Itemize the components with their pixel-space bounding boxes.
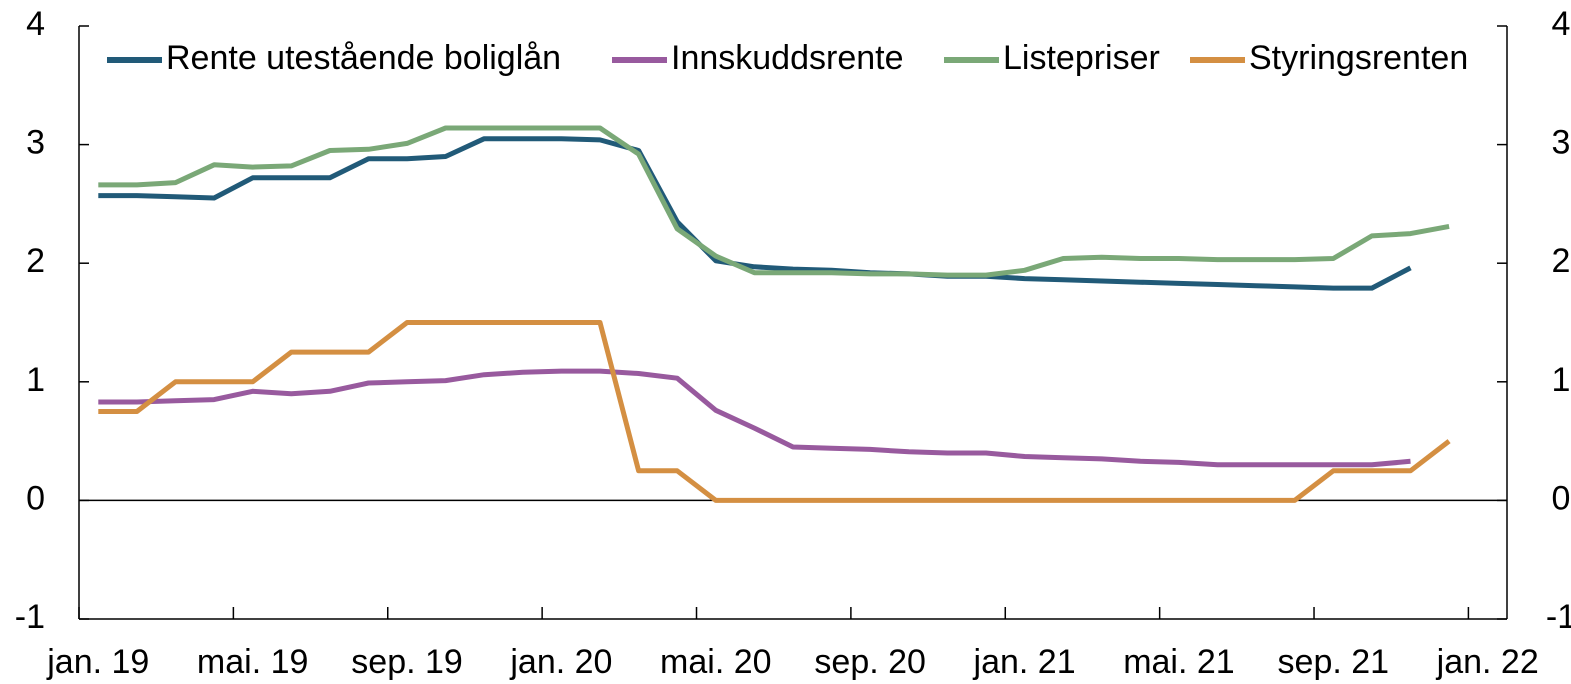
y2-tick-label: 1 <box>1552 361 1571 399</box>
series-line <box>98 368 1411 468</box>
y2-tick-label: -1 <box>1546 598 1571 636</box>
y2-tick-label: 3 <box>1552 124 1571 162</box>
legend-label: Listepriser <box>1003 39 1160 77</box>
legend-label: Innskuddsrente <box>671 39 904 77</box>
x-tick-label: jan. 20 <box>509 643 612 681</box>
y2-tick-label: 0 <box>1552 479 1571 517</box>
x-tick-label: mai. 21 <box>1123 643 1235 681</box>
legend-label: Rente utestående boliglån <box>166 39 561 77</box>
y2-tick-label: 4 <box>1552 5 1571 43</box>
x-tick-label: jan. 22 <box>1436 643 1539 681</box>
y-tick-label: -1 <box>15 598 45 636</box>
x-tick-label: jan. 21 <box>973 643 1076 681</box>
x-tick-label: sep. 19 <box>351 643 463 681</box>
y-tick-label: 0 <box>26 479 45 517</box>
x-tick-label: jan. 19 <box>46 643 149 681</box>
y-tick-label: 3 <box>26 124 45 162</box>
x-tick-label: sep. 21 <box>1278 643 1390 681</box>
y-tick-label: 4 <box>26 5 45 43</box>
series-line <box>98 125 1450 278</box>
x-tick-label: sep. 20 <box>814 643 926 681</box>
legend-label: Styringsrenten <box>1249 39 1468 77</box>
x-tick-label: mai. 20 <box>660 643 772 681</box>
series-line <box>98 136 1412 291</box>
y-tick-label: 1 <box>26 361 45 399</box>
x-tick-label: mai. 19 <box>197 643 309 681</box>
y2-tick-label: 2 <box>1552 242 1571 280</box>
y-tick-label: 2 <box>26 242 45 280</box>
series-line <box>98 320 1451 503</box>
